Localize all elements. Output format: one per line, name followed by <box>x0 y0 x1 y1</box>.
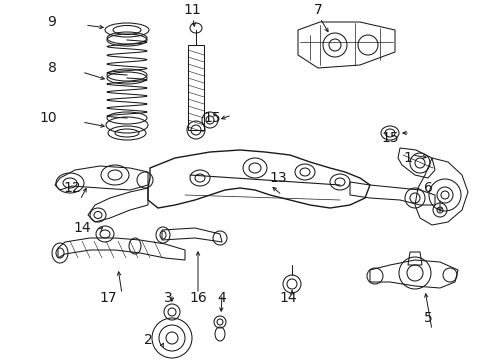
Text: 2: 2 <box>143 333 152 347</box>
Text: 3: 3 <box>163 291 172 305</box>
Text: 15: 15 <box>381 131 398 145</box>
Text: 11: 11 <box>183 3 201 17</box>
Text: 15: 15 <box>203 111 221 125</box>
Text: 16: 16 <box>189 291 206 305</box>
Text: 4: 4 <box>217 291 226 305</box>
Text: 14: 14 <box>279 291 296 305</box>
Text: 14: 14 <box>73 221 91 235</box>
Text: 5: 5 <box>423 311 431 325</box>
Text: 10: 10 <box>39 111 57 125</box>
Text: 9: 9 <box>47 15 56 29</box>
Text: 12: 12 <box>63 181 81 195</box>
Text: 1: 1 <box>403 151 411 165</box>
Text: 17: 17 <box>99 291 117 305</box>
Bar <box>187 45 203 130</box>
Text: 6: 6 <box>423 181 431 195</box>
Text: 8: 8 <box>47 61 56 75</box>
Text: 7: 7 <box>313 3 322 17</box>
Text: 13: 13 <box>268 171 286 185</box>
